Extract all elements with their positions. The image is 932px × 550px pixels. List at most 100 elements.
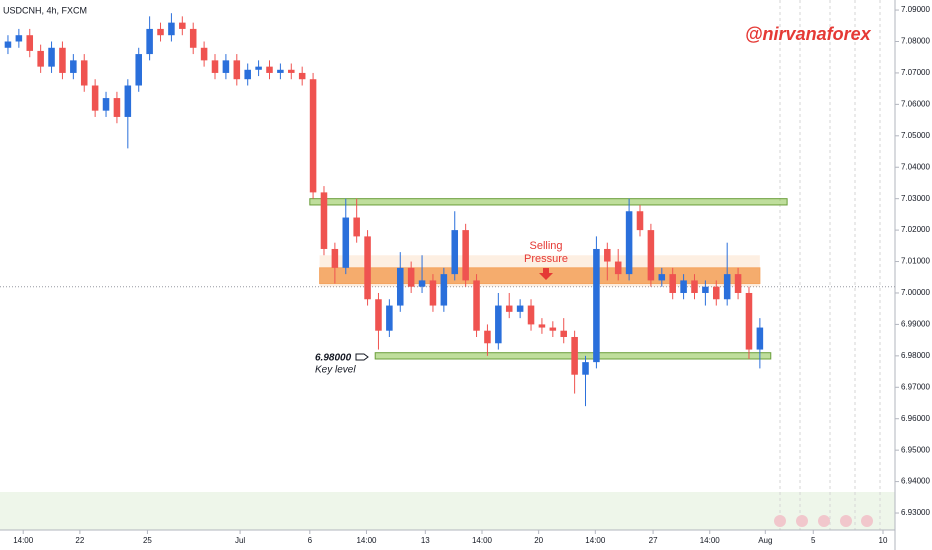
candle-body (309, 79, 317, 193)
candle-body (473, 280, 480, 331)
candle-body (277, 69, 284, 73)
candle-body (288, 69, 295, 73)
candle-body (429, 280, 437, 306)
watermark: @nirvanaforex (745, 24, 872, 44)
candle-body (70, 60, 77, 73)
candle-body (451, 230, 459, 275)
candle-body (244, 69, 251, 80)
candle-body (756, 327, 764, 350)
event-icon (840, 515, 852, 527)
candle-body (680, 280, 687, 293)
candle-body (396, 267, 404, 306)
candle-body (593, 248, 600, 363)
candle-body (353, 217, 360, 237)
candle-body (364, 236, 371, 300)
candle-body (113, 98, 121, 117)
future-lines (779, 0, 881, 530)
candle-body (255, 66, 262, 70)
x-tick-label: 14:00 (585, 536, 606, 545)
candle-body (37, 50, 44, 67)
candle-body (440, 274, 448, 306)
x-tick-label: 14:00 (356, 536, 377, 545)
candle-body (560, 330, 567, 337)
candle-body (146, 28, 153, 55)
pointer-icon (355, 353, 369, 361)
candle-body (418, 280, 426, 287)
candle-body (604, 248, 611, 262)
zone (309, 198, 788, 206)
bottom-band (0, 492, 895, 530)
candle-body (647, 230, 655, 281)
candle-body (59, 47, 66, 73)
y-tick-label: 7.03000 (901, 194, 930, 203)
x-tick-label: 6 (308, 536, 313, 545)
candle-body (734, 274, 742, 293)
annotation-text: Key level (315, 365, 356, 376)
y-tick-label: 6.93000 (901, 508, 930, 517)
candle-body (48, 47, 55, 67)
y-tick-label: 7.06000 (901, 99, 930, 108)
x-tick-label: 14:00 (472, 536, 493, 545)
annotation-text: Selling (529, 240, 562, 252)
candle-body (669, 274, 676, 293)
candle-body (168, 22, 175, 36)
candle-body (331, 248, 339, 268)
calendar-icons (774, 515, 873, 527)
candle-body (614, 261, 622, 275)
y-tick-label: 7.02000 (901, 225, 930, 234)
event-icon (774, 515, 786, 527)
candle-body (266, 66, 273, 73)
event-icon (818, 515, 830, 527)
candle-body (342, 217, 350, 268)
candle-body (625, 211, 633, 275)
candle-body (582, 362, 589, 375)
candle-body (516, 305, 524, 312)
x-tick-label: Jul (235, 536, 245, 545)
candle-body (538, 324, 546, 328)
candle-body (298, 72, 306, 80)
candle-body (211, 60, 219, 73)
x-tick-label: 5 (811, 536, 816, 545)
candle-body (702, 286, 709, 293)
y-tick-label: 7.08000 (901, 37, 930, 46)
candle-body (386, 305, 393, 331)
candle-body (320, 192, 328, 249)
x-tick-label: 25 (143, 536, 152, 545)
event-icon (861, 515, 873, 527)
y-tick-label: 7.04000 (901, 162, 930, 171)
y-tick-label: 7.00000 (901, 288, 930, 297)
candle-body (462, 230, 469, 281)
candle-body (26, 35, 34, 51)
event-icon (796, 515, 808, 527)
x-tick-label: 20 (534, 536, 543, 545)
candle-body (549, 327, 557, 331)
candle-body (658, 274, 666, 281)
annotation-text: 6.98000 (315, 353, 352, 364)
candle-body (135, 54, 142, 86)
x-tick-label: 13 (421, 536, 430, 545)
candle-body (15, 35, 23, 42)
chart-title: USDCNH, 4h, FXCM (3, 5, 87, 15)
candle-body (495, 305, 502, 344)
candle-body (527, 305, 535, 325)
candle-body (375, 299, 382, 331)
y-tick-label: 7.09000 (901, 5, 930, 14)
y-tick-label: 7.01000 (901, 257, 930, 266)
annotation-text: Pressure (524, 253, 568, 265)
candle-body (723, 274, 731, 300)
x-tick-label: 14:00 (13, 536, 34, 545)
candle-body (745, 292, 753, 350)
y-tick-label: 6.94000 (901, 477, 930, 486)
candle-body (179, 22, 186, 29)
candle-body (222, 60, 230, 73)
candle-body (124, 85, 132, 117)
candle-body (200, 47, 208, 61)
y-tick-label: 6.99000 (901, 320, 930, 329)
y-tick-label: 7.05000 (901, 131, 930, 140)
y-tick-label: 6.95000 (901, 445, 930, 454)
candle-body (484, 330, 491, 344)
candle-body (505, 305, 513, 312)
y-tick-label: 7.07000 (901, 68, 930, 77)
candle-body (4, 41, 12, 48)
